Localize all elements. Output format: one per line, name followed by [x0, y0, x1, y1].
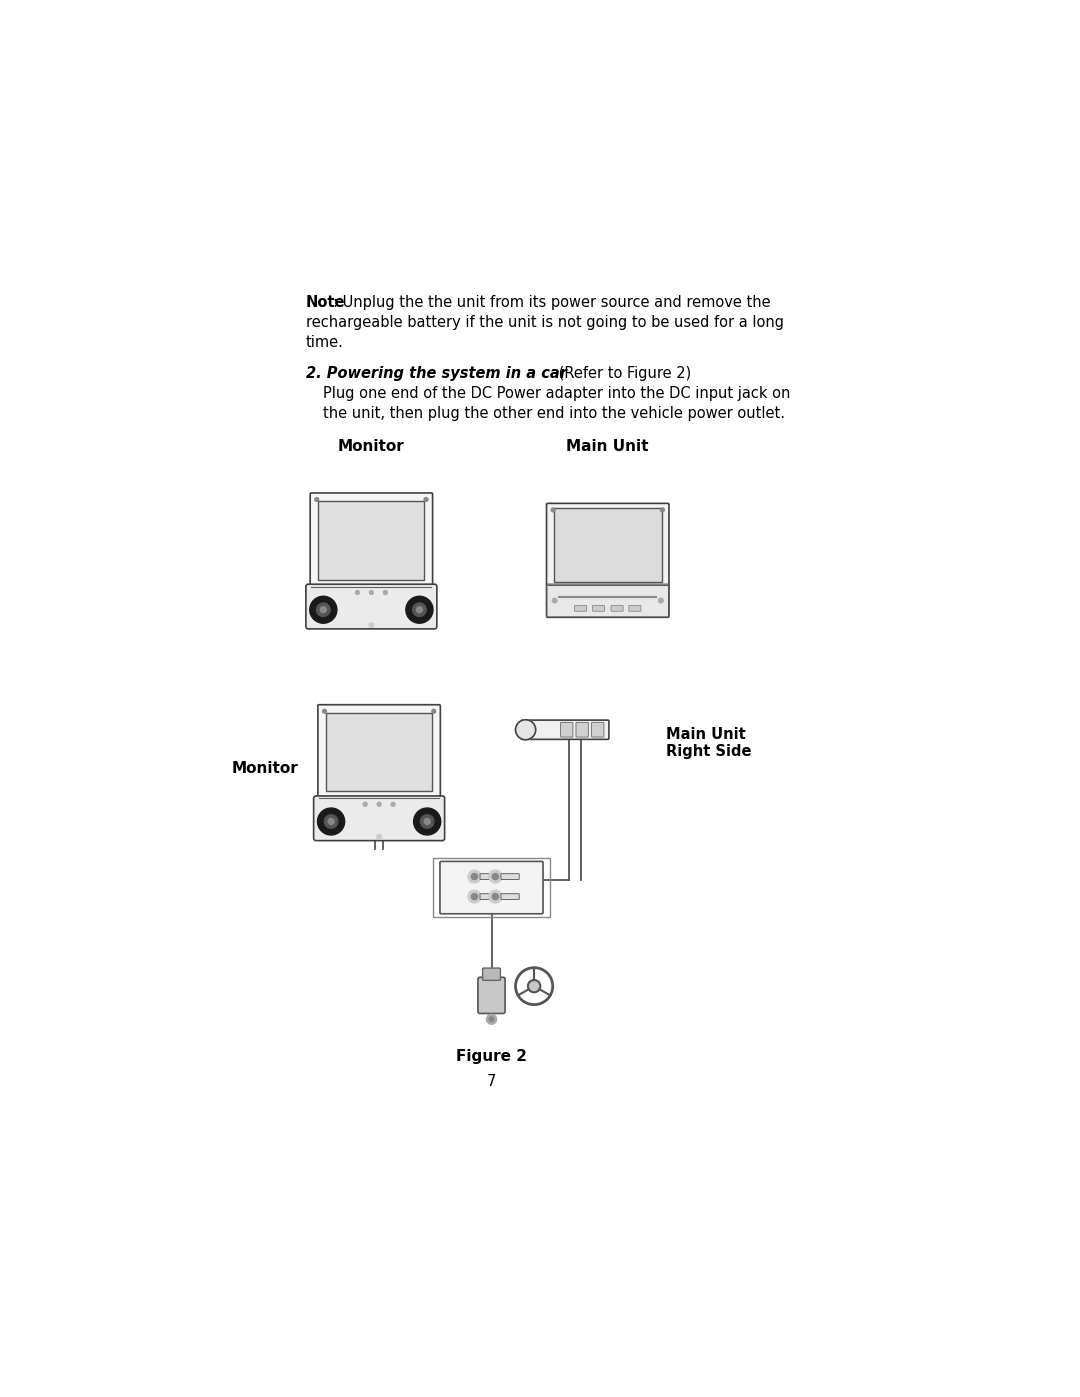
Circle shape [471, 873, 477, 880]
Circle shape [314, 497, 319, 502]
Circle shape [659, 598, 663, 604]
Circle shape [377, 834, 381, 840]
FancyBboxPatch shape [440, 862, 543, 914]
FancyBboxPatch shape [501, 873, 519, 880]
FancyBboxPatch shape [546, 584, 669, 617]
FancyBboxPatch shape [593, 605, 605, 612]
Circle shape [420, 814, 434, 828]
FancyBboxPatch shape [554, 507, 662, 581]
FancyBboxPatch shape [313, 796, 445, 841]
Circle shape [551, 509, 555, 511]
Circle shape [377, 802, 381, 806]
FancyBboxPatch shape [501, 894, 519, 900]
Circle shape [492, 873, 499, 880]
FancyBboxPatch shape [629, 605, 640, 612]
Circle shape [468, 870, 481, 883]
Circle shape [321, 606, 326, 613]
Circle shape [369, 623, 374, 627]
FancyBboxPatch shape [576, 722, 589, 738]
FancyBboxPatch shape [611, 605, 623, 612]
FancyBboxPatch shape [575, 605, 586, 612]
Text: Main Unit: Main Unit [567, 439, 649, 454]
Circle shape [552, 598, 557, 604]
FancyBboxPatch shape [480, 894, 498, 900]
Circle shape [369, 591, 374, 595]
Text: time.: time. [306, 335, 343, 349]
FancyBboxPatch shape [478, 978, 505, 1013]
FancyBboxPatch shape [522, 719, 609, 739]
Circle shape [363, 802, 367, 806]
Circle shape [492, 894, 499, 900]
Circle shape [471, 894, 477, 900]
Circle shape [417, 606, 422, 613]
Bar [433, 858, 550, 916]
FancyBboxPatch shape [319, 502, 424, 580]
Text: (Refer to Figure 2): (Refer to Figure 2) [554, 366, 691, 381]
Circle shape [468, 890, 481, 902]
Circle shape [383, 591, 388, 595]
Text: 2. Powering the system in a car: 2. Powering the system in a car [306, 366, 567, 381]
Circle shape [323, 710, 326, 714]
FancyBboxPatch shape [306, 584, 437, 629]
Circle shape [489, 870, 502, 883]
Circle shape [424, 497, 428, 502]
Circle shape [515, 719, 536, 740]
Text: the unit, then plug the other end into the vehicle power outlet.: the unit, then plug the other end into t… [323, 407, 784, 422]
Circle shape [661, 509, 664, 511]
Circle shape [486, 1014, 497, 1024]
Text: Plug one end of the DC Power adapter into the DC input jack on: Plug one end of the DC Power adapter int… [323, 387, 789, 401]
Circle shape [424, 819, 430, 824]
Circle shape [489, 1017, 494, 1021]
Circle shape [414, 807, 441, 835]
Text: Note: Note [306, 295, 345, 310]
Text: Right Side: Right Side [666, 743, 752, 759]
Text: Monitor: Monitor [338, 439, 405, 454]
Circle shape [432, 710, 435, 714]
Circle shape [318, 807, 345, 835]
Text: : Unplug the the unit from its power source and remove the: : Unplug the the unit from its power sou… [334, 295, 771, 310]
FancyBboxPatch shape [546, 503, 669, 617]
Circle shape [355, 591, 360, 595]
Text: rechargeable battery if the unit is not going to be used for a long: rechargeable battery if the unit is not … [306, 314, 783, 330]
Circle shape [489, 890, 502, 902]
FancyBboxPatch shape [592, 722, 604, 738]
Circle shape [324, 814, 338, 828]
FancyBboxPatch shape [310, 493, 433, 588]
Text: 7: 7 [487, 1074, 496, 1088]
Circle shape [413, 604, 427, 616]
Circle shape [316, 604, 330, 616]
Text: Monitor: Monitor [232, 761, 298, 775]
Circle shape [406, 597, 433, 623]
Text: Main Unit: Main Unit [666, 726, 745, 742]
FancyBboxPatch shape [483, 968, 500, 981]
Text: Figure 2: Figure 2 [456, 1049, 527, 1065]
FancyBboxPatch shape [326, 712, 432, 791]
FancyBboxPatch shape [318, 704, 441, 799]
Circle shape [391, 802, 395, 806]
Circle shape [310, 597, 337, 623]
Circle shape [528, 979, 540, 992]
FancyBboxPatch shape [480, 873, 498, 880]
Circle shape [328, 819, 334, 824]
FancyBboxPatch shape [561, 722, 572, 738]
